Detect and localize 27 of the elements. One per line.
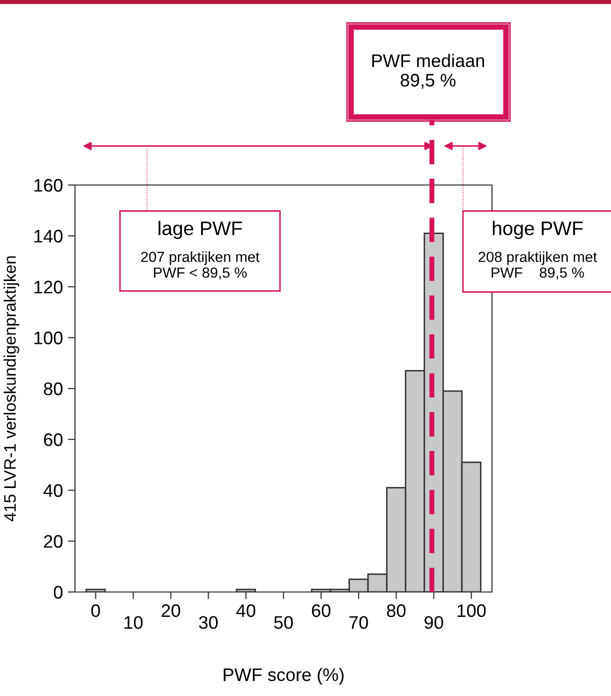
y-tick-label: 120 xyxy=(34,280,62,294)
annotation: 208 praktijken met PWF 89,5 % xyxy=(478,251,597,280)
annotation: lage PWF xyxy=(158,220,242,240)
x2-tick-label: 30 xyxy=(199,616,218,629)
y-axis-title: 415 LVR-1 verloskundigenpraktijken xyxy=(4,256,20,522)
y-tick-label: 80 xyxy=(44,382,62,396)
y-tick-label: 20 xyxy=(44,535,62,548)
x-tick-label: 80 xyxy=(386,604,406,618)
x-tick-label: 0 xyxy=(91,604,100,618)
x2-tick-label: 50 xyxy=(274,616,293,629)
x2-tick-label: 90 xyxy=(424,616,444,629)
x2-tick-label: 70 xyxy=(350,616,368,629)
y-tick-label: 160 xyxy=(34,178,62,192)
y-tick-label: 0 xyxy=(54,586,62,599)
x-tick-label: 20 xyxy=(162,604,180,618)
y-tick-label: 100 xyxy=(34,332,62,344)
x-tick-label: 60 xyxy=(312,604,330,618)
x-tick-label: 40 xyxy=(236,604,256,618)
y-tick-label: 140 xyxy=(34,230,62,243)
x2-tick-label: 10 xyxy=(124,616,143,629)
text: hoge PWF xyxy=(492,220,583,240)
x-axis-title: PWF score (%) xyxy=(224,668,344,685)
y-tick-label: 40 xyxy=(44,484,62,497)
y-tick-label: 60 xyxy=(44,433,62,446)
ref-line-label: PWF mediaan 89,5 % xyxy=(372,54,484,89)
x-tick-label: 100 xyxy=(458,604,486,618)
annotation: 207 praktijken met PWF < 89,5 % xyxy=(141,251,260,280)
